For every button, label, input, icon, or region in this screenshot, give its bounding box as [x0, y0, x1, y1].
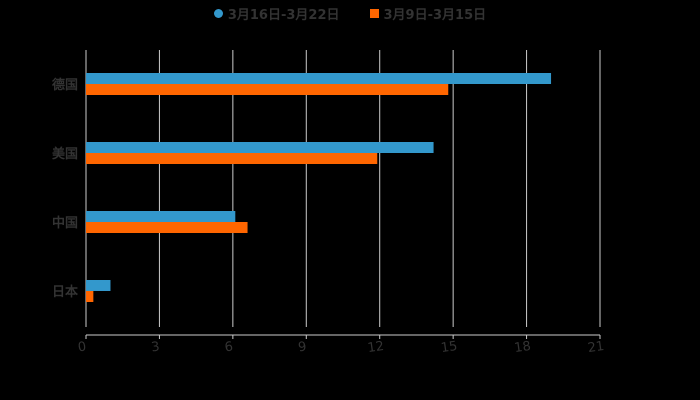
x-tick-label: 21 [587, 339, 605, 356]
legend-square-icon [369, 9, 379, 18]
bar [86, 142, 434, 153]
x-tick-label: 6 [224, 339, 234, 355]
bar [86, 73, 552, 84]
bar [86, 280, 111, 291]
y-category-label: 中国 [52, 215, 78, 231]
bar [86, 222, 248, 233]
legend-item-series-1[interactable]: 3月16日-3月22日 [213, 4, 340, 23]
legend: 3月16日-3月22日 3月9日-3月15日 [0, 4, 700, 23]
bar [86, 211, 236, 222]
x-tick-label: 18 [513, 339, 531, 356]
y-category-label: 日本 [52, 284, 78, 300]
x-tick-label: 15 [440, 339, 458, 356]
x-tick-label: 9 [297, 339, 307, 355]
legend-label: 3月9日-3月15日 [383, 8, 487, 23]
y-category-label: 美国 [52, 146, 78, 162]
x-tick-label: 12 [367, 339, 385, 356]
legend-circle-icon [213, 9, 223, 18]
x-tick-label: 0 [77, 339, 87, 355]
legend-item-series-2[interactable]: 3月9日-3月15日 [369, 4, 487, 23]
bar [86, 291, 94, 302]
bar [86, 153, 378, 164]
x-tick-label: 3 [150, 339, 160, 355]
y-category-label: 德国 [52, 77, 78, 93]
bar [86, 84, 449, 95]
legend-label: 3月16日-3月22日 [227, 8, 340, 23]
